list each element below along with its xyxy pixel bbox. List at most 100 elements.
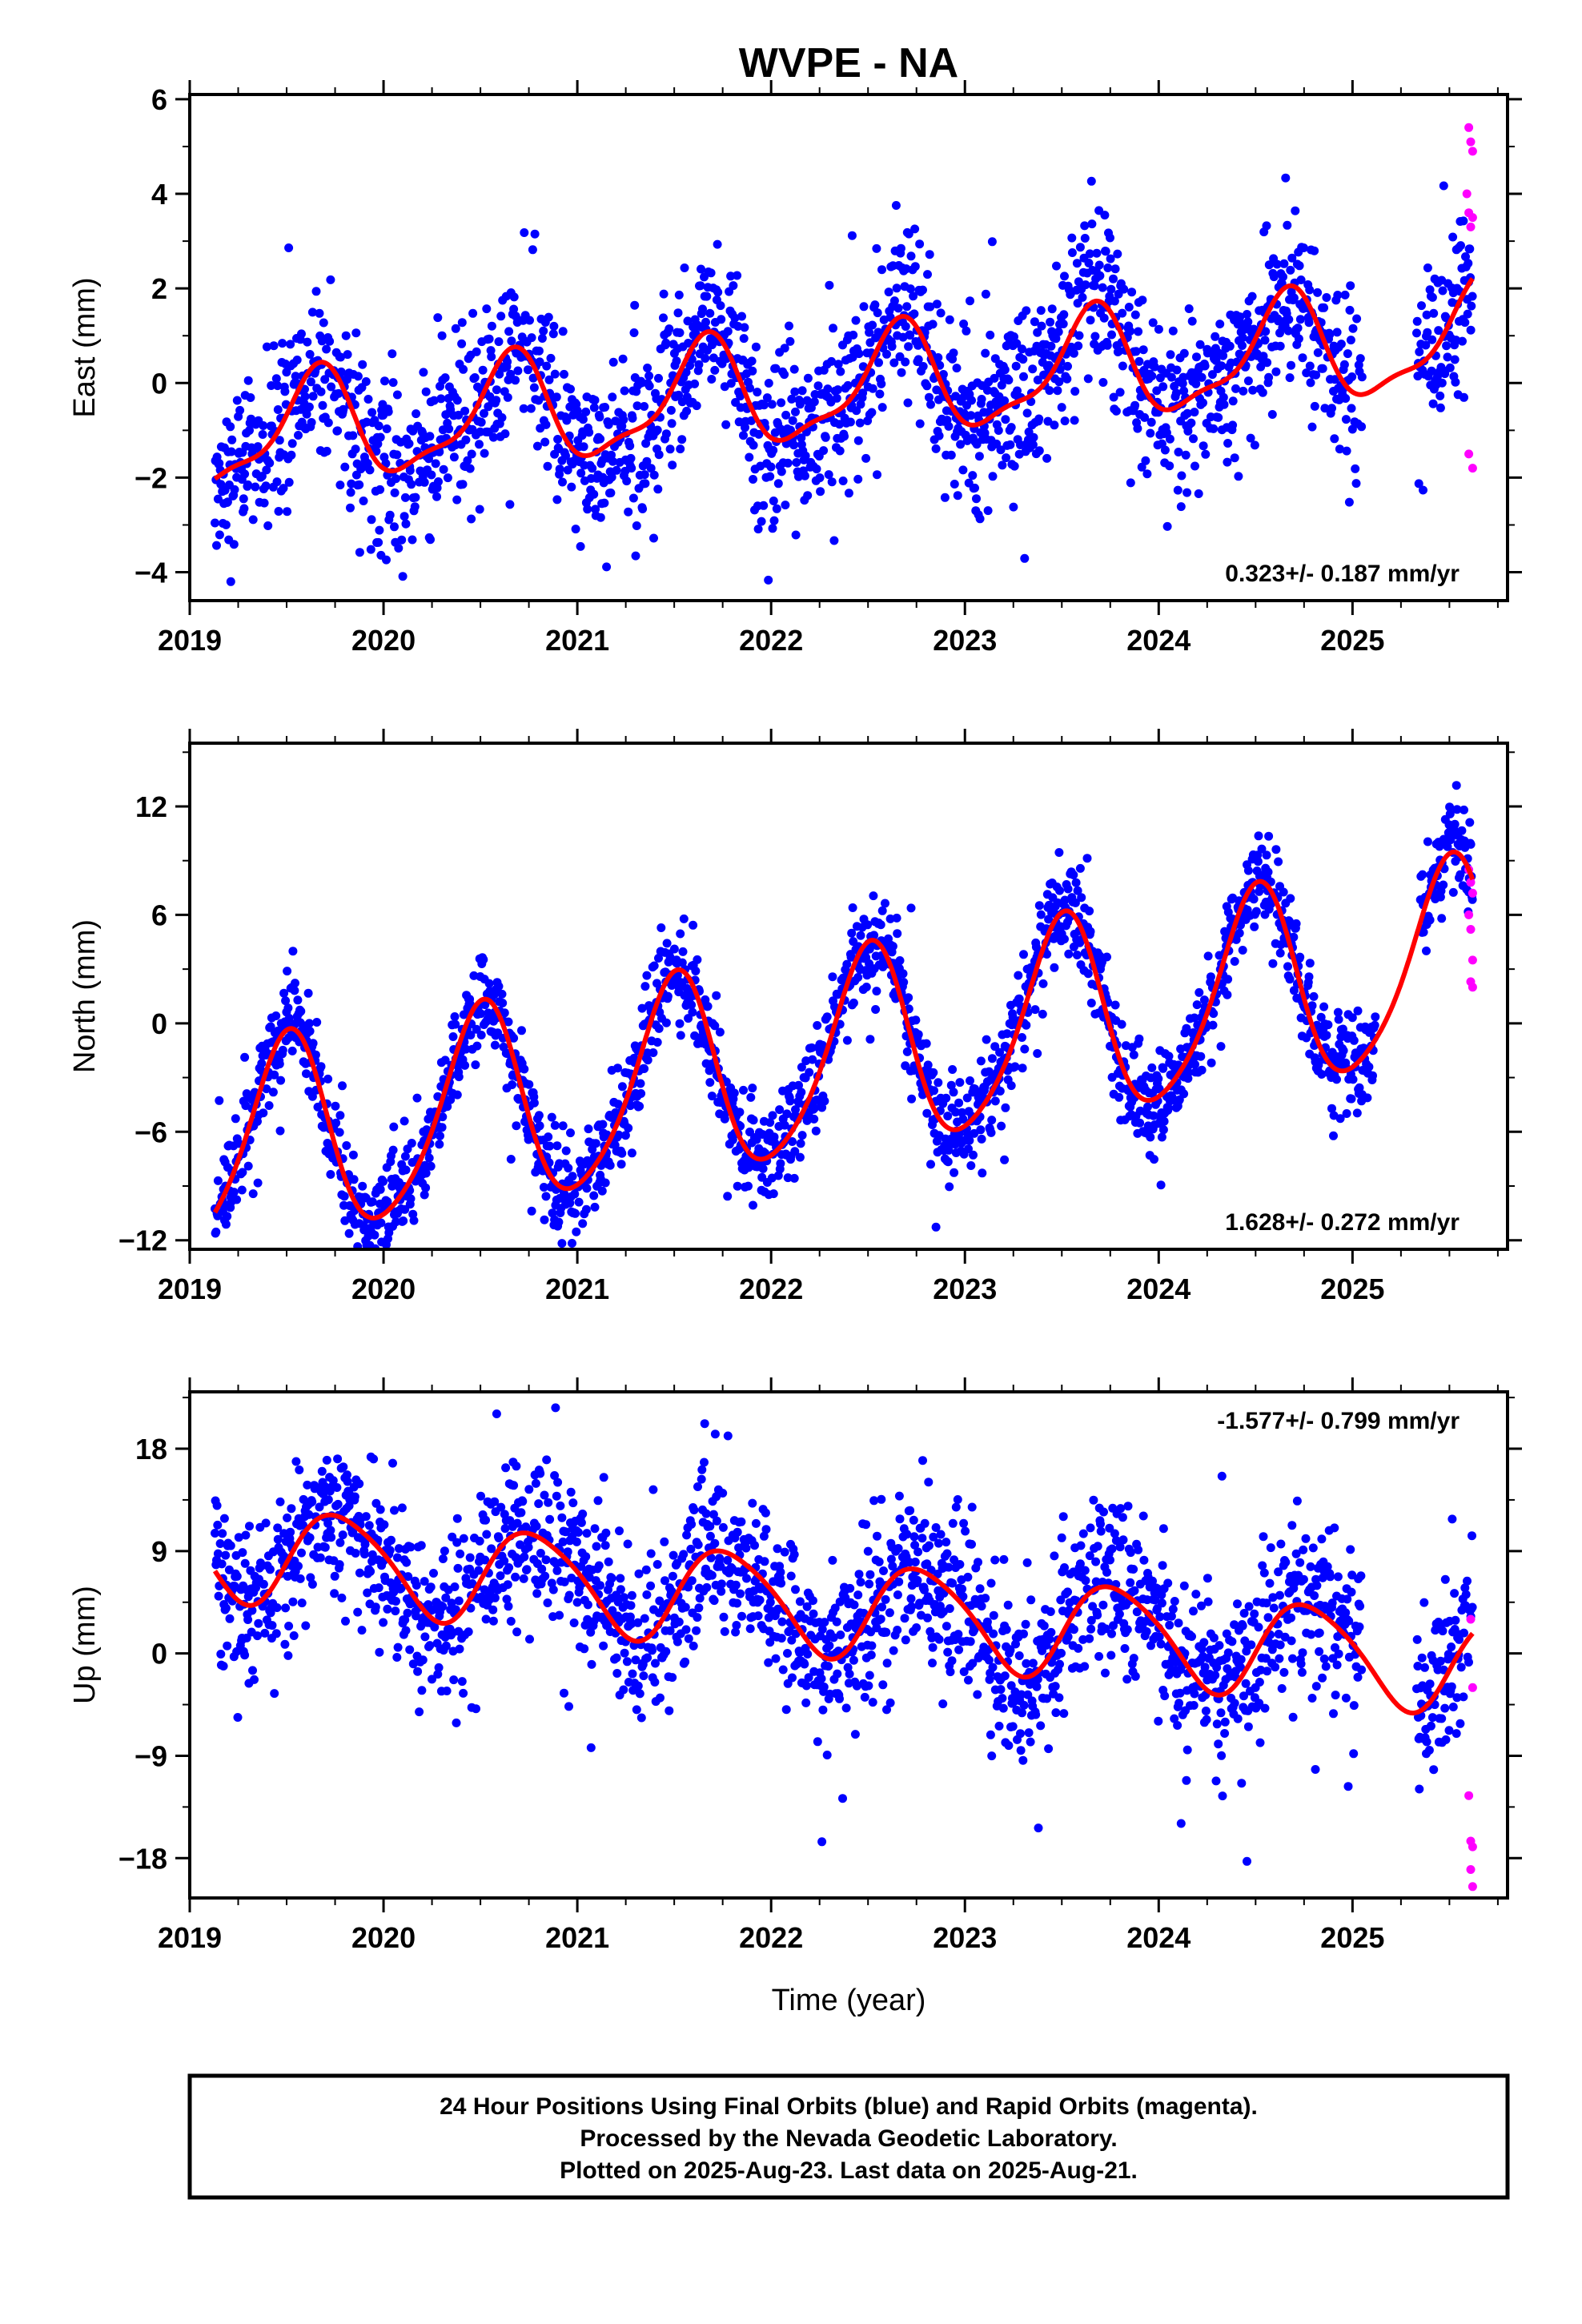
final-orbit-point (1295, 315, 1305, 324)
final-orbit-point (1102, 952, 1111, 962)
final-orbit-point (1287, 360, 1295, 370)
final-orbit-point (1086, 999, 1096, 1007)
final-orbit-point (865, 1035, 875, 1044)
final-orbit-point (576, 1518, 586, 1527)
final-orbit-point (355, 1479, 364, 1489)
final-orbit-point (454, 1072, 464, 1082)
final-orbit-point (560, 369, 568, 379)
final-orbit-point (550, 369, 560, 379)
final-orbit-point (391, 1217, 400, 1227)
final-orbit-point (1033, 376, 1042, 384)
final-orbit-point (271, 374, 281, 384)
final-orbit-point (257, 472, 267, 481)
final-orbit-point (665, 1706, 674, 1715)
final-orbit-point (227, 447, 236, 456)
final-orbit-point (373, 439, 383, 448)
final-orbit-point (331, 1118, 341, 1128)
final-orbit-point (612, 465, 621, 475)
final-orbit-point (572, 1255, 580, 1264)
final-orbit-point (654, 373, 663, 383)
final-orbit-point (275, 436, 284, 445)
final-orbit-point (873, 308, 882, 318)
final-orbit-point (223, 497, 232, 507)
final-orbit-point (346, 503, 355, 513)
final-orbit-point (836, 367, 845, 376)
final-orbit-point (987, 1116, 997, 1125)
final-orbit-point (1069, 870, 1078, 879)
final-orbit-point (449, 452, 459, 462)
final-orbit-point (678, 947, 688, 956)
final-orbit-point (1279, 272, 1287, 282)
final-orbit-point (1243, 317, 1253, 327)
final-orbit-point (739, 1085, 748, 1095)
final-orbit-point (674, 1617, 684, 1626)
final-orbit-point (777, 398, 786, 408)
final-orbit-point (753, 388, 762, 397)
final-orbit-point (749, 475, 757, 484)
final-orbit-point (319, 318, 328, 328)
final-orbit-point (1055, 364, 1065, 374)
final-orbit-point (859, 302, 869, 312)
final-orbit-point (701, 354, 710, 363)
final-orbit-point (551, 1403, 560, 1413)
final-orbit-point (524, 365, 532, 375)
final-orbit-point (809, 1114, 819, 1124)
final-orbit-point (1323, 1020, 1333, 1030)
final-orbit-point (675, 1019, 685, 1028)
final-orbit-point (588, 464, 597, 473)
final-orbit-point (1006, 1081, 1016, 1091)
final-orbit-point (976, 1125, 986, 1135)
final-orbit-point (712, 991, 721, 1000)
final-orbit-point (448, 1032, 458, 1041)
final-orbit-point (566, 384, 575, 394)
final-orbit-point (1464, 259, 1473, 268)
final-orbit-point (1119, 284, 1129, 294)
final-orbit-point (398, 572, 408, 581)
final-orbit-point (215, 530, 224, 540)
final-orbit-point (1346, 336, 1355, 345)
final-orbit-point (286, 1527, 295, 1537)
final-orbit-point (353, 372, 363, 381)
final-orbit-point (1364, 1062, 1374, 1072)
final-orbit-point (427, 470, 436, 480)
final-orbit-point (1299, 243, 1308, 252)
final-orbit-point (343, 1470, 351, 1480)
final-orbit-point (926, 302, 935, 312)
final-orbit-point (346, 488, 355, 497)
final-orbit-point (357, 1252, 366, 1261)
final-orbit-point (681, 368, 691, 377)
final-orbit-point (229, 540, 239, 549)
final-orbit-point (1195, 340, 1205, 349)
final-orbit-point (788, 1137, 797, 1146)
final-orbit-point (327, 382, 336, 392)
final-orbit-point (930, 1086, 938, 1096)
final-orbit-point (1260, 336, 1270, 345)
final-orbit-point (688, 1007, 697, 1017)
final-orbit-point (783, 1173, 793, 1183)
x-tick-label: 2022 (739, 624, 803, 657)
final-orbit-point (306, 377, 315, 387)
final-orbit-point (420, 1632, 430, 1642)
final-orbit-point (307, 1092, 317, 1101)
final-orbit-point (544, 312, 553, 322)
final-orbit-point (359, 1550, 369, 1559)
final-orbit-point (1022, 306, 1031, 316)
final-orbit-point (1355, 1083, 1364, 1092)
final-orbit-point (630, 300, 640, 310)
final-orbit-point (872, 243, 881, 253)
final-orbit-point (261, 481, 271, 491)
final-orbit-point (1223, 439, 1233, 448)
final-orbit-point (628, 493, 638, 503)
final-orbit-point (1228, 420, 1238, 430)
final-orbit-point (661, 429, 671, 439)
final-orbit-point (243, 1615, 253, 1624)
final-orbit-point (294, 1562, 303, 1571)
final-orbit-point (283, 1651, 293, 1660)
final-orbit-point (945, 1182, 954, 1192)
final-orbit-point (1269, 272, 1279, 282)
final-orbit-point (692, 401, 701, 411)
final-orbit-point (570, 1189, 580, 1199)
final-orbit-point (439, 464, 448, 474)
final-orbit-point (639, 1671, 648, 1681)
final-orbit-point (239, 504, 249, 513)
